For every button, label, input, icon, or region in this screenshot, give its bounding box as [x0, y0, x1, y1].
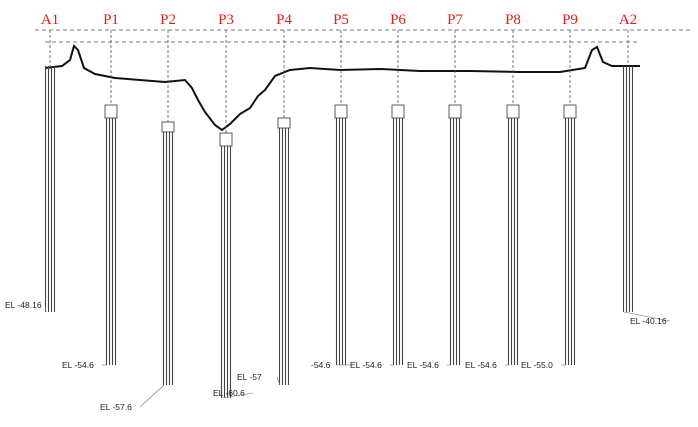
leader [276, 376, 281, 386]
pile-cap [563, 104, 577, 119]
pile-cap [161, 121, 175, 133]
elevation-label: EL -54.6 [62, 360, 94, 370]
support-label: P1 [103, 12, 119, 28]
elevation-label: EL -48.16 [5, 300, 42, 310]
leader [139, 384, 165, 408]
pile-cap [448, 104, 462, 119]
pile-cap [334, 104, 348, 119]
elevation-label: EL -54.6 [465, 360, 497, 370]
support-label: P8 [505, 12, 521, 28]
support-label: A1 [41, 12, 59, 28]
support-label: P2 [160, 12, 176, 28]
elevation-label: EL -60.6 [213, 388, 245, 398]
support-label: P6 [390, 12, 406, 28]
leader [623, 311, 671, 322]
support-label: P7 [447, 12, 463, 28]
pile-cap [506, 104, 520, 119]
support-label: P5 [333, 12, 349, 28]
elevation-label: EL -55.0 [521, 360, 553, 370]
pile-cap [104, 104, 118, 119]
support-label: A2 [619, 12, 637, 28]
pile-cap [391, 104, 405, 119]
elevation-label: EL -40.16 [630, 316, 667, 326]
pile-cap [277, 117, 291, 129]
elevation-label: -54.6 [311, 360, 331, 370]
elevation-label: EL -57 [237, 372, 262, 382]
pile-cap [219, 132, 233, 147]
support-label: P9 [562, 12, 578, 28]
support-label: P4 [276, 12, 292, 28]
elevation-label: EL -54.6 [350, 360, 382, 370]
leader [221, 392, 254, 399]
elevation-label: EL -54.6 [407, 360, 439, 370]
leader [44, 304, 47, 313]
ground-line [44, 44, 640, 132]
support-label: P3 [218, 12, 234, 28]
elevation-label: EL -57.6 [100, 402, 132, 412]
